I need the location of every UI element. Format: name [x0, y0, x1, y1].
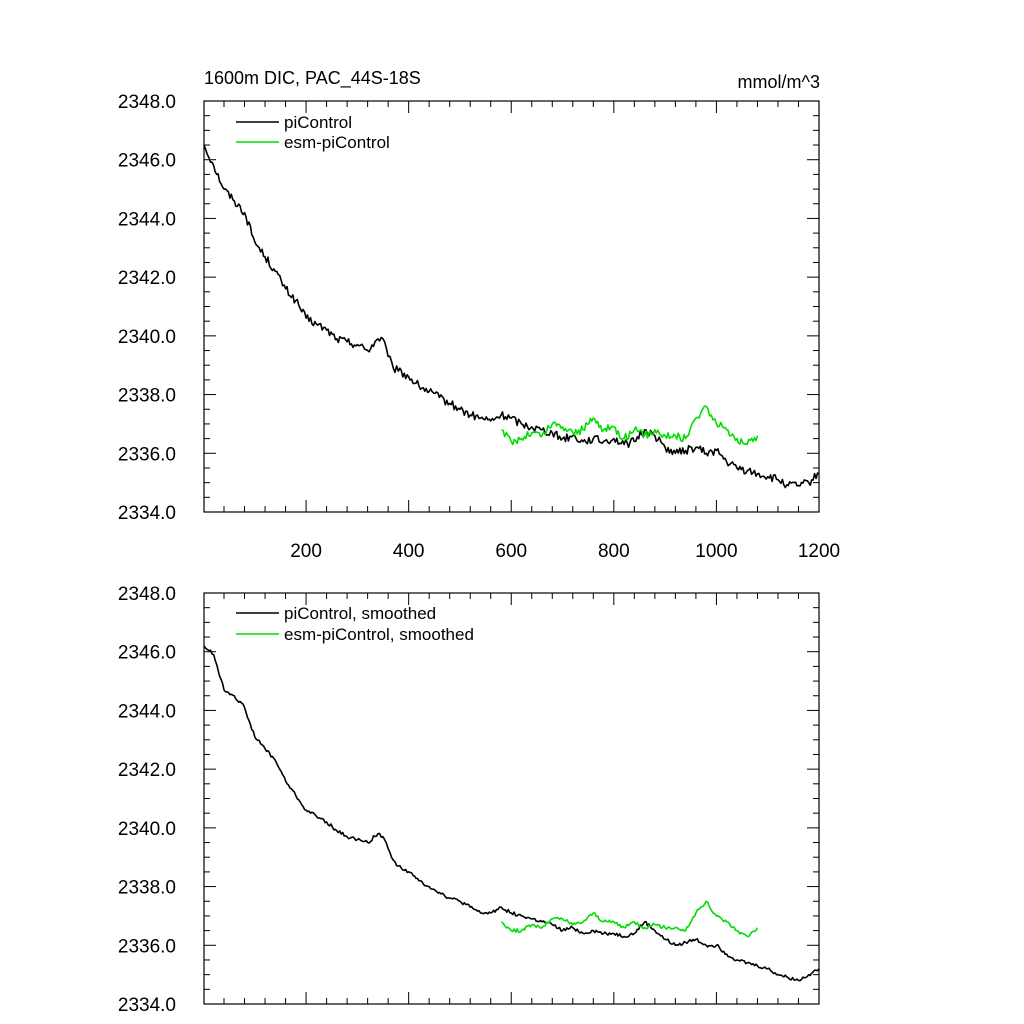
x-tick-label: 200: [290, 541, 322, 562]
x-tick-label: 800: [598, 541, 630, 562]
legend-top: piControl esm-piControl: [236, 113, 390, 152]
y-tick-label: 2338.0: [118, 878, 176, 899]
chart-title-units: mmol/m^3: [738, 72, 820, 92]
x-tick-label: 600: [495, 541, 527, 562]
x-tick-label: 1200: [798, 541, 840, 562]
y-tick-label: 2344.0: [118, 701, 176, 722]
y-tick-label: 2348.0: [118, 584, 176, 605]
x-tick-label: 1000: [695, 541, 737, 562]
legend-label-picontrol-smoothed: piControl, smoothed: [284, 604, 436, 623]
series-lines-top: [203, 144, 820, 489]
y-tick-label: 2336.0: [118, 936, 176, 957]
y-tick-label: 2348.0: [118, 92, 176, 113]
legend-label-esm-picontrol-smoothed: esm-piControl, smoothed: [284, 625, 474, 644]
axis-ticks-top: [204, 100, 820, 513]
y-tick-label: 2344.0: [118, 209, 176, 230]
y-tick-label: 2342.0: [118, 268, 176, 289]
y-tick-label: 2334.0: [118, 995, 176, 1016]
series-line-picontrol: [203, 144, 820, 489]
y-tick-label: 2340.0: [118, 819, 176, 840]
series-line-picontrol-smoothed: [203, 645, 820, 982]
y-tick-label: 2346.0: [118, 643, 176, 664]
y-tick-label: 2342.0: [118, 760, 176, 781]
series-line-esm-picontrol: [501, 405, 759, 446]
legend-label-esm-picontrol: esm-piControl: [284, 133, 390, 152]
y-tick-label: 2336.0: [118, 444, 176, 465]
top-panel: 1600m DIC, PAC_44S-18S mmol/m^3 2348.023…: [118, 68, 840, 562]
legend-label-picontrol: piControl: [284, 113, 352, 132]
y-tick-label: 2338.0: [118, 386, 176, 407]
legend-bottom: piControl, smoothed esm-piControl, smoot…: [236, 604, 474, 644]
tick-labels-top: 2348.0 2346.0 2344.0 2342.0 2340.0 2338.0 2336…: [118, 92, 840, 562]
y-tick-label: 2346.0: [118, 151, 176, 172]
series-lines-bottom: [203, 645, 820, 982]
tick-labels-bottom: 2348.0 2346.0 2344.0 2342.0 2340.0 2338.0 2336…: [118, 584, 176, 1016]
bottom-panel: 2348.0 2346.0 2344.0 2342.0 2340.0 2338.0 2336…: [118, 584, 820, 1016]
chart-title-left: 1600m DIC, PAC_44S-18S: [204, 68, 421, 89]
y-tick-label: 2334.0: [118, 503, 176, 524]
series-line-esm-picontrol-smoothed: [500, 900, 759, 938]
axis-ticks-bottom: [204, 592, 820, 1005]
x-tick-label: 400: [393, 541, 425, 562]
y-tick-label: 2340.0: [118, 327, 176, 348]
